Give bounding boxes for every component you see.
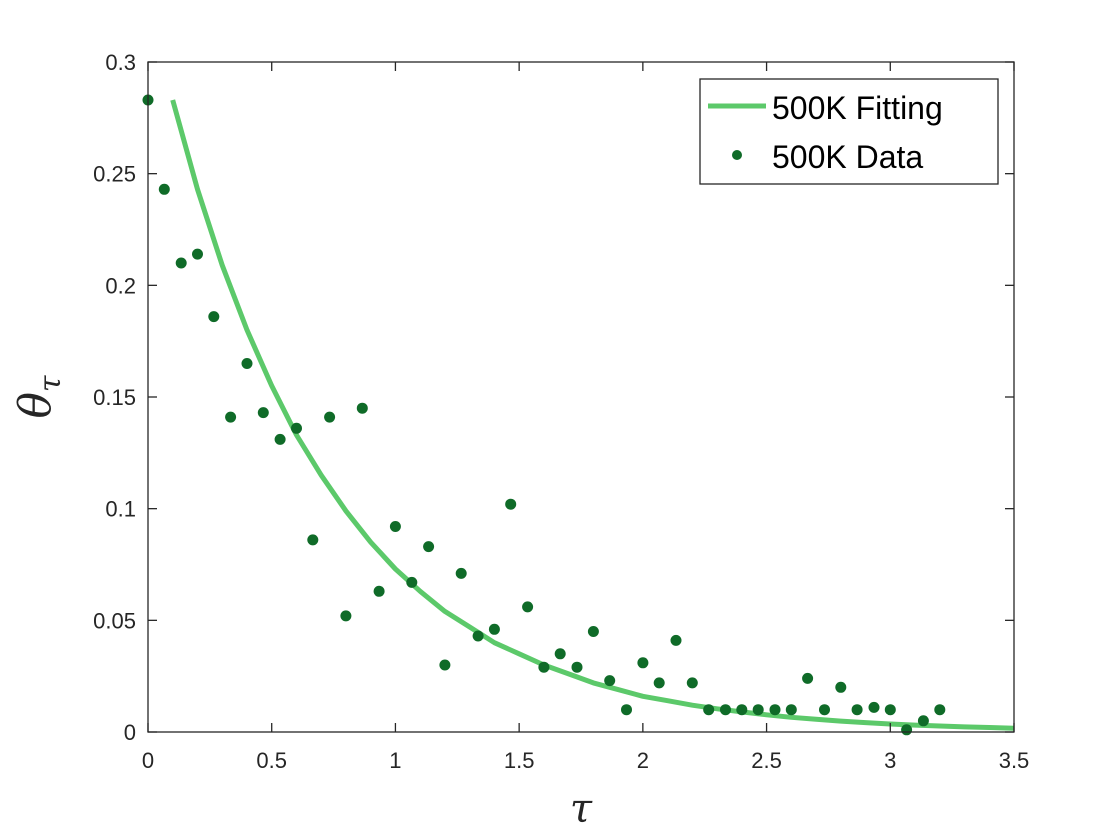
data-point: [373, 585, 385, 597]
x-tick-label: 1: [389, 748, 401, 773]
legend-label-fitting: 500K Fitting: [772, 90, 943, 126]
data-point: [356, 402, 368, 414]
data-point: [901, 724, 913, 736]
data-point: [604, 675, 616, 687]
data-point: [274, 433, 286, 445]
data-point: [851, 704, 863, 716]
y-tick-label: 0: [124, 720, 136, 745]
legend: 500K Fitting 500K Data: [699, 78, 999, 185]
x-tick-label: 0: [142, 748, 154, 773]
data-point: [257, 407, 269, 419]
data-point: [554, 648, 566, 660]
y-axis-label-subscript: τ: [33, 375, 68, 392]
fitting-curve: [170, 99, 1015, 731]
data-point: [637, 657, 649, 669]
legend-box: [699, 78, 999, 185]
data-point: [670, 634, 682, 646]
x-tick-label: 3: [884, 748, 896, 773]
data-point: [917, 715, 929, 727]
legend-dot-swatch: [732, 150, 742, 160]
data-point: [720, 704, 731, 716]
data-point: [324, 411, 336, 423]
data-point: [389, 521, 401, 532]
data-point: [769, 704, 781, 716]
data-point: [522, 601, 534, 613]
data-point: [225, 411, 237, 423]
data-point: [653, 677, 665, 689]
plot-area: [142, 94, 1015, 736]
data-point: [192, 248, 203, 260]
data-point: [340, 610, 352, 622]
data-point: [241, 358, 253, 369]
y-tick-label: 0.3: [105, 50, 136, 75]
data-point: [439, 659, 451, 671]
x-tick-label: 2.5: [751, 748, 782, 773]
data-point: [752, 704, 764, 716]
data-point: [819, 704, 830, 716]
data-point: [571, 661, 583, 673]
y-tick-label: 0.15: [93, 385, 136, 410]
data-point: [455, 567, 467, 579]
y-axis-label-main: θ: [10, 392, 61, 419]
data-point: [736, 704, 748, 716]
y-axis-label: θτ: [10, 375, 68, 419]
x-tick-label: 2: [637, 748, 649, 773]
x-tick-label: 1.5: [504, 748, 535, 773]
data-point: [884, 704, 896, 716]
data-point: [621, 704, 632, 716]
data-point: [785, 704, 797, 716]
data-point: [488, 623, 500, 635]
data-point: [423, 541, 435, 553]
x-axis-label: τ: [570, 786, 593, 832]
y-tick-label: 0.1: [105, 497, 136, 522]
data-point: [686, 677, 698, 689]
data-point: [208, 311, 220, 323]
axis-ticks: 0 0.5 1 1.5 2 2.5 3 3.5 0 0.05 0.1 0.15 0.2 0.25 0.3: [93, 50, 1029, 773]
data-point: [868, 701, 880, 713]
legend-label-data: 500K Data: [772, 139, 923, 175]
data-point: [406, 576, 418, 588]
x-tick-label: 0.5: [256, 748, 287, 773]
data-point: [835, 681, 847, 693]
data-point: [505, 498, 517, 510]
data-point: [175, 257, 187, 269]
y-tick-label: 0.25: [93, 162, 136, 187]
data-point: [703, 704, 715, 716]
data-point: [307, 534, 319, 546]
data-point: [291, 422, 302, 434]
data-point: [934, 704, 946, 716]
data-point: [472, 630, 484, 642]
data-point: [802, 672, 814, 684]
data-point: [538, 661, 550, 673]
y-tick-label: 0.2: [105, 273, 136, 298]
data-point: [587, 626, 599, 637]
data-point: [158, 183, 170, 195]
y-tick-label: 0.05: [93, 608, 136, 633]
x-tick-label: 3.5: [999, 748, 1030, 773]
